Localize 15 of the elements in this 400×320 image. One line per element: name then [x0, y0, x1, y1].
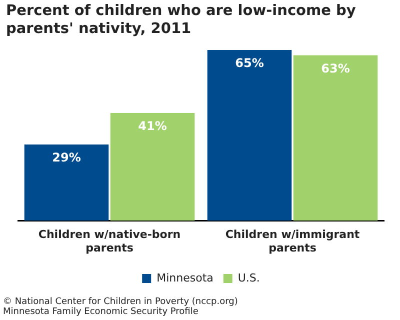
- x-tick-label: Children w/native-born parents: [38, 228, 181, 254]
- bar: [207, 50, 292, 221]
- bar: [293, 55, 378, 221]
- data-label: 41%: [138, 119, 167, 134]
- text: © National Center for Children in Poverty (nccp.org): [3, 297, 238, 307]
- data-label: 65%: [235, 56, 264, 70]
- data-label: 29%: [52, 150, 81, 165]
- legend-label: U.S.: [238, 271, 260, 284]
- legend-label: Minnesota: [156, 271, 214, 284]
- chart-title: Percent of children who are low-income by parents' nativity, 2011: [6, 2, 357, 38]
- bar: [110, 112, 195, 221]
- data-label: 63%: [321, 61, 350, 76]
- bar: [24, 144, 109, 221]
- x-tick-label: Children w/immigrant parents: [225, 228, 360, 254]
- text: Minnesota Family Economic Security Profile: [3, 307, 200, 317]
